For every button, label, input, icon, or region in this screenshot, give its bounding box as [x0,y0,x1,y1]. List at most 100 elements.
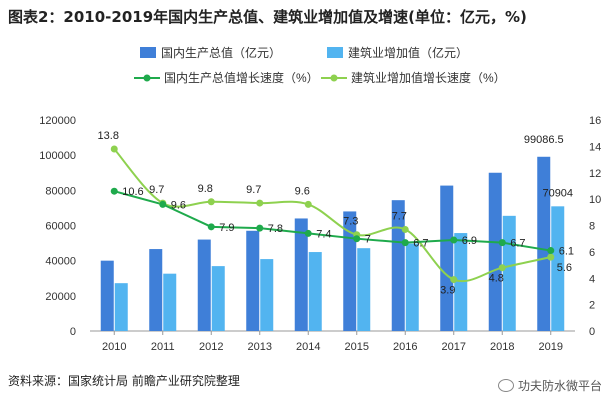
label-gdp-growth-2010: 10.6 [122,186,143,198]
label-gdp-growth-2015: 7 [365,234,371,246]
x-tick-label-8: 2018 [490,341,514,353]
y-right-tick-4: 8 [589,221,595,233]
line-gdp-growth [113,190,551,252]
label-construction-growth-2018: 4.8 [489,273,504,285]
label-gdp-growth-2017: 6.9 [462,235,477,247]
label-construction-growth-2014: 9.6 [295,185,310,197]
label-gdp-bar-2019: 99086.5 [524,134,564,146]
point-construction-growth-2019 [547,253,555,261]
point-gdp-growth-2011 [159,200,167,208]
y-right-tick-6: 12 [589,168,601,180]
legend-label-cons-bar: 建筑业增加值（亿元） [348,45,468,60]
bar-construction-2010 [114,283,128,331]
x-tick-label-5: 2015 [345,341,369,353]
x-tick-label-3: 2013 [248,341,272,353]
point-gdp-growth-2013 [256,224,264,232]
legend-swatch-cons-bar [327,47,343,58]
point-gdp-growth-2018 [498,239,506,247]
y-right-tick-5: 10 [589,194,601,206]
point-gdp-growth-2016 [401,239,409,247]
legend-marker-cons-line [330,74,338,82]
legend-label-cons-line: 建筑业增加值增长速度（%） [351,70,506,85]
line-construction-growth [113,148,551,283]
point-construction-growth-2012 [207,198,215,206]
wechat-icon [497,379,514,392]
legend-label-gdp-bar: 国内生产总值（亿元） [161,45,281,60]
axes: 0 20000 40000 60000 80000 100000 120000 0 2 4 6 8 10… [39,115,601,353]
legend-swatch-gdp-bar [140,47,156,58]
label-construction-growth-2016: 7.7 [392,210,407,222]
bar-gdp-2019 [537,156,551,331]
chart-title: 图表2：2010-2019年国内生产总值、建筑业增加值及增速(单位：亿元，%) [8,8,527,26]
bar-gdp-2011 [149,249,163,331]
y-left-tick-5: 100000 [39,150,76,162]
bar-gdp-2017 [440,185,454,331]
label-construction-growth-2011: 9.7 [149,184,164,196]
bar-gdp-2013 [246,230,260,331]
point-gdp-growth-2012 [207,223,215,231]
bar-gdp-2016 [391,200,405,331]
point-construction-growth-2018 [498,264,506,272]
lines [110,145,555,284]
y-right-tick-8: 16 [589,115,601,127]
y-left-tick-3: 60000 [45,221,76,233]
label-gdp-growth-2019: 6.1 [559,246,574,258]
label-gdp-growth-2016: 6.7 [413,238,428,250]
x-tick-label-2: 2012 [199,341,223,353]
bar-construction-2019 [551,206,565,331]
label-construction-growth-2019: 5.6 [557,262,572,274]
bar-construction-2018 [502,215,516,331]
bar-construction-2015 [357,248,371,331]
bar-construction-2016 [405,243,419,331]
y-right-tick-1: 2 [589,300,595,312]
point-gdp-growth-2015 [353,235,361,243]
label-construction-growth-2012: 9.8 [198,183,213,195]
bar-gdp-2015 [343,211,357,331]
x-tick-label-0: 2010 [102,341,126,353]
x-tick-label-6: 2016 [393,341,417,353]
source-note: 资料来源：国家统计局 前瞻产业研究院整理 [8,374,240,388]
y-left-tick-2: 40000 [45,256,76,268]
label-construction-bar-2019: 70904 [542,187,573,199]
legend-marker-gdp-line [143,74,151,82]
x-tick-label-7: 2017 [442,341,466,353]
label-gdp-growth-2013: 7.8 [268,223,283,235]
y-left-tick-4: 80000 [45,185,76,197]
bar-construction-2013 [260,259,274,331]
x-tick-label-4: 2014 [296,341,320,353]
bar-construction-2011 [163,273,177,331]
bar-gdp-2010 [100,260,114,331]
label-construction-growth-2013: 9.7 [246,184,261,196]
x-tick-label-1: 2011 [151,341,175,353]
point-construction-growth-2013 [256,199,264,207]
label-gdp-growth-2012: 7.9 [219,222,234,234]
y-right-tick-2: 4 [589,273,595,285]
point-construction-growth-2016 [401,225,409,233]
bar-construction-2012 [211,266,225,331]
label-construction-growth-2017: 3.9 [440,285,455,297]
label-gdp-growth-2018: 6.7 [510,238,525,250]
label-gdp-growth-2011: 9.6 [171,199,186,211]
bars [100,156,565,331]
point-gdp-growth-2017 [450,236,458,244]
bar-construction-2014 [308,252,322,331]
brand-footer: 功夫防水微平台 [497,377,602,394]
y-right-tick-3: 6 [589,247,595,259]
y-right-tick-7: 14 [589,141,601,153]
point-construction-growth-2010 [110,145,118,153]
label-construction-growth-2015: 7.3 [343,216,358,228]
point-construction-growth-2014 [304,200,312,208]
bar-gdp-2018 [488,172,502,331]
bar-gdp-2012 [197,239,211,331]
bar-gdp-2014 [294,218,308,331]
point-gdp-growth-2010 [110,187,118,195]
brand-name: 功夫防水微平台 [517,379,602,393]
x-tick-label-9: 2019 [539,341,563,353]
data-labels: 10.6 9.6 7.9 7.8 7.4 7 6.7 6.9 6.7 6.1 13.8 9.7 9.8 9… [98,130,575,297]
y-right-tick-0: 0 [589,326,595,338]
point-gdp-growth-2019 [547,247,555,255]
legend: 国内生产总值（亿元） 建筑业增加值（亿元） 国内生产总值增长速度（%） 建筑业增… [134,45,506,85]
y-left-tick-0: 0 [70,326,76,338]
label-gdp-growth-2014: 7.4 [316,228,331,240]
